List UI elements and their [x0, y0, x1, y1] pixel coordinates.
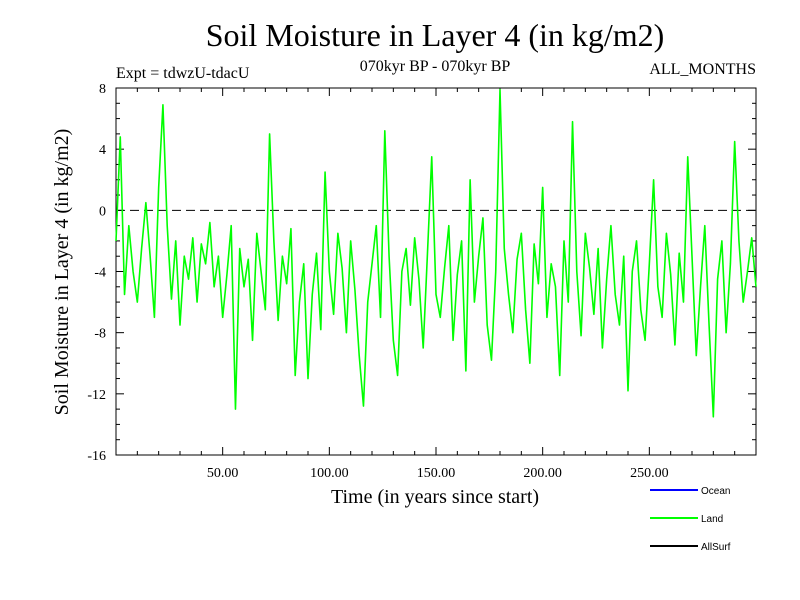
y-tick-label: -16: [87, 449, 106, 464]
legend-label-allsurf: AllSurf: [701, 542, 731, 553]
y-tick-label: -8: [94, 327, 106, 342]
x-tick-label: 100.00: [310, 466, 349, 481]
series-group: [115, 88, 757, 418]
y-tick-label: 4: [99, 143, 106, 158]
x-axis-label: Time (in years since start): [331, 486, 539, 508]
experiment-label: Expt = tdwzU-tdacU: [116, 65, 250, 82]
y-tick-label: 0: [99, 204, 106, 219]
chart-title: Soil Moisture in Layer 4 (in kg/m2): [206, 17, 665, 53]
y-tick-label: 8: [99, 82, 106, 97]
y-tick-label: -12: [87, 388, 106, 403]
legend-label-ocean: Ocean: [701, 486, 730, 497]
legend: Ocean Land AllSurf: [650, 486, 731, 553]
x-tick-label: 150.00: [417, 466, 456, 481]
y-tick-label: -4: [94, 266, 106, 281]
y-axis-label: Soil Moisture in Layer 4 (in kg/m2): [51, 129, 73, 416]
period-label: 070kyr BP - 070kyr BP: [360, 58, 511, 75]
x-tick-label: 50.00: [207, 466, 239, 481]
months-label: ALL_MONTHS: [649, 61, 756, 78]
x-tick-label: 200.00: [523, 466, 562, 481]
legend-label-land: Land: [701, 514, 723, 525]
x-tick-label: 250.00: [630, 466, 669, 481]
series-line-land: [115, 88, 757, 418]
x-axis: 50.00 100.00 150.00 200.00 250.00: [136, 88, 736, 481]
